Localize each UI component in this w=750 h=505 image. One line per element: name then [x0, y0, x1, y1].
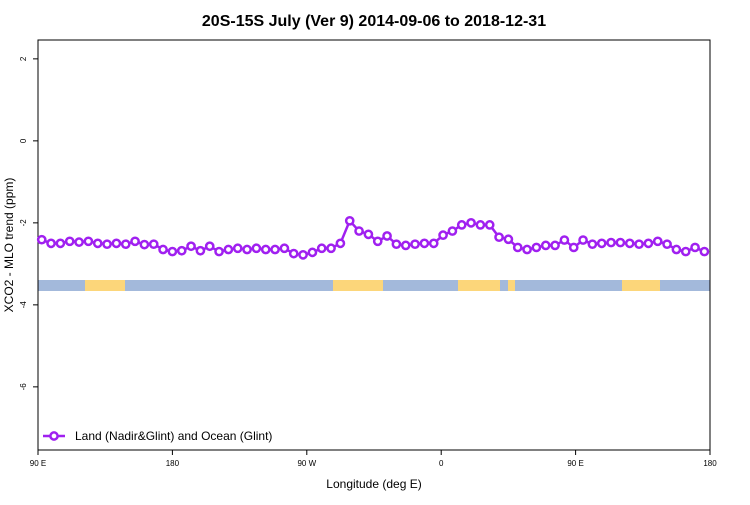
point — [428, 238, 439, 249]
point — [120, 239, 131, 250]
point — [578, 235, 588, 245]
y-tick-label: -2 — [19, 219, 28, 227]
point — [288, 248, 299, 259]
point — [643, 238, 654, 249]
point — [167, 246, 178, 257]
x-tick-label: 180 — [166, 459, 180, 468]
point — [270, 244, 280, 255]
point — [503, 234, 514, 245]
y-tick-label: -6 — [19, 383, 28, 391]
point — [419, 238, 430, 249]
legend-marker — [49, 431, 59, 441]
point — [447, 226, 458, 236]
y-tick-label: -4 — [19, 301, 28, 309]
land-segment — [85, 280, 125, 291]
x-tick-label: 90 W — [297, 459, 316, 468]
series-line — [41, 218, 705, 257]
point — [232, 243, 243, 254]
x-tick-label: 0 — [439, 459, 444, 468]
point — [74, 237, 84, 247]
point — [410, 239, 420, 250]
point — [130, 236, 140, 247]
point — [512, 242, 523, 253]
point — [307, 247, 318, 258]
plot-frame — [37, 39, 711, 451]
land-segment — [508, 280, 515, 291]
point — [400, 240, 411, 251]
point — [102, 239, 112, 250]
point — [475, 220, 486, 230]
point — [83, 236, 94, 247]
x-axis-label: Longitude (deg E) — [326, 477, 421, 491]
point — [64, 236, 75, 247]
point — [298, 249, 308, 260]
point — [550, 240, 560, 251]
y-tick-label: 2 — [19, 56, 28, 61]
point — [260, 244, 271, 255]
point — [624, 238, 635, 249]
point — [279, 243, 290, 254]
point — [139, 239, 150, 250]
point — [111, 238, 122, 249]
point — [559, 235, 570, 245]
point — [363, 229, 374, 240]
land-segment — [333, 280, 383, 291]
point — [466, 218, 476, 228]
point — [699, 246, 710, 257]
y-axis-label: XCO2 - MLO trend (ppm) — [2, 178, 16, 313]
land-segment — [622, 280, 660, 291]
point — [251, 243, 262, 254]
point — [494, 232, 504, 243]
point — [242, 244, 252, 255]
point — [195, 245, 206, 256]
point — [214, 246, 224, 257]
point — [382, 231, 392, 241]
point — [391, 239, 402, 250]
surface-band — [38, 280, 710, 291]
point — [344, 215, 355, 226]
point — [662, 239, 672, 250]
point — [606, 237, 616, 248]
point — [587, 239, 598, 250]
point — [568, 242, 579, 253]
point — [522, 244, 532, 255]
point — [484, 220, 495, 230]
point — [176, 245, 187, 256]
land-segment — [458, 280, 500, 291]
point — [92, 238, 103, 249]
legend-label: Land (Nadir&Glint) and Ocean (Glint) — [75, 429, 272, 443]
point — [148, 239, 159, 250]
point — [316, 243, 327, 254]
point — [634, 239, 644, 250]
point — [596, 238, 607, 249]
point — [158, 244, 168, 255]
point — [680, 246, 691, 257]
point — [326, 243, 336, 254]
point — [55, 238, 66, 249]
point — [46, 238, 56, 249]
point — [690, 242, 700, 253]
x-tick-label: 90 E — [30, 459, 46, 468]
x-tick-label: 90 E — [567, 459, 583, 468]
point — [438, 230, 448, 241]
y-tick-label: 0 — [19, 138, 28, 143]
point — [671, 244, 682, 255]
point — [615, 237, 626, 248]
point — [354, 226, 364, 236]
chart-title: 20S-15S July (Ver 9) 2014-09-06 to 2018-… — [202, 13, 546, 30]
point — [540, 240, 551, 251]
point — [652, 236, 663, 247]
point — [186, 241, 196, 252]
point — [531, 242, 542, 253]
point — [204, 241, 215, 252]
point — [456, 220, 467, 230]
point — [372, 236, 383, 247]
x-tick-label: 180 — [703, 459, 717, 468]
point — [223, 244, 234, 255]
point — [335, 238, 346, 249]
point — [36, 234, 47, 245]
